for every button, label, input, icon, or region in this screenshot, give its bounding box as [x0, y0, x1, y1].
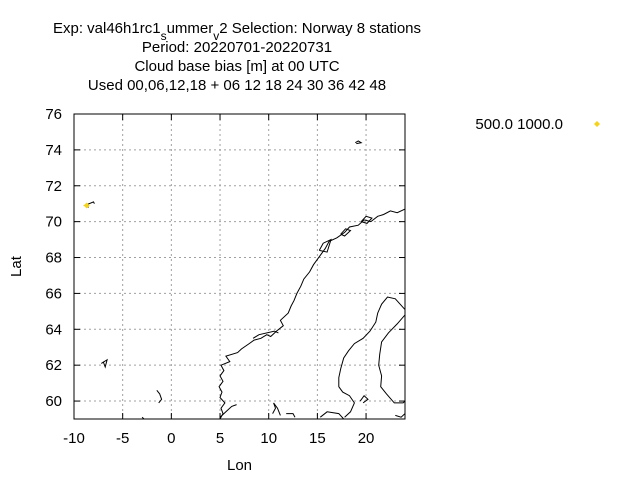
coastline: [355, 140, 363, 145]
y-axis-ticks: 60 62 64 66 68 70 72 74 76: [45, 106, 405, 410]
x-tick-label: 0: [167, 430, 175, 447]
coastline: [340, 228, 352, 237]
coastline: [286, 413, 296, 418]
grid-lines: [74, 114, 405, 419]
legend-label: 500.0 1000.0: [475, 116, 563, 133]
y-tick-label: 74: [45, 142, 62, 159]
title-line-3: Cloud base bias [m] at 00 UTC: [134, 58, 339, 75]
x-tick-label: 10: [260, 430, 277, 447]
x-tick-label: 15: [309, 430, 326, 447]
coastline: [219, 404, 237, 418]
coastline: [338, 296, 405, 418]
x-tick-label: 5: [216, 430, 224, 447]
x-axis-ticks: -10 -5 0 5 10 15 20: [63, 114, 374, 447]
coastline-map: [83, 140, 405, 450]
y-tick-label: 64: [45, 321, 62, 338]
x-tick-label: -10: [63, 430, 85, 447]
y-tick-label: 70: [45, 214, 62, 231]
x-axis-label: Lon: [227, 457, 252, 474]
data-point: [83, 202, 90, 209]
coastline: [218, 208, 405, 419]
coastline: [252, 330, 279, 339]
coastline: [395, 413, 405, 418]
coastline: [318, 238, 332, 253]
x-tick-label: 20: [358, 430, 375, 447]
y-tick-label: 66: [45, 285, 62, 302]
title-part: ummer: [167, 20, 214, 37]
data-points: [83, 202, 90, 209]
y-tick-label: 62: [45, 357, 62, 374]
title-part: v: [213, 29, 219, 43]
y-tick-label: 68: [45, 250, 62, 267]
title-part: 2 Selection: Norway 8 stations: [219, 20, 421, 37]
title-part: Exp: val46h1rc1: [53, 20, 161, 37]
y-tick-label: 76: [45, 106, 62, 123]
y-tick-label: 72: [45, 178, 62, 195]
title-line-2: Period: 20220701-20220731: [142, 39, 332, 56]
coastline: [319, 411, 345, 419]
plot-frame: [73, 113, 406, 420]
coastline: [378, 314, 405, 404]
y-tick-label: 60: [45, 393, 62, 410]
legend: 500.0 1000.0: [475, 116, 600, 133]
x-tick-label: -5: [116, 430, 129, 447]
y-axis-label: Lat: [8, 255, 25, 277]
chart-title: Exp: val46h1rc1summerv2 Selection: Norwa…: [53, 20, 421, 94]
coastline: [272, 402, 281, 416]
title-part: s: [161, 29, 167, 43]
coastline: [359, 394, 369, 404]
coastline: [360, 215, 373, 224]
legend-marker: [594, 121, 600, 127]
title-line-1: Exp: val46h1rc1summerv2 Selection: Norwa…: [53, 20, 421, 43]
coastline: [101, 358, 108, 369]
title-line-4: Used 00,06,12,18 + 06 12 18 24 30 36 42 …: [88, 77, 386, 94]
coastline: [349, 439, 353, 450]
coastline: [156, 389, 163, 404]
